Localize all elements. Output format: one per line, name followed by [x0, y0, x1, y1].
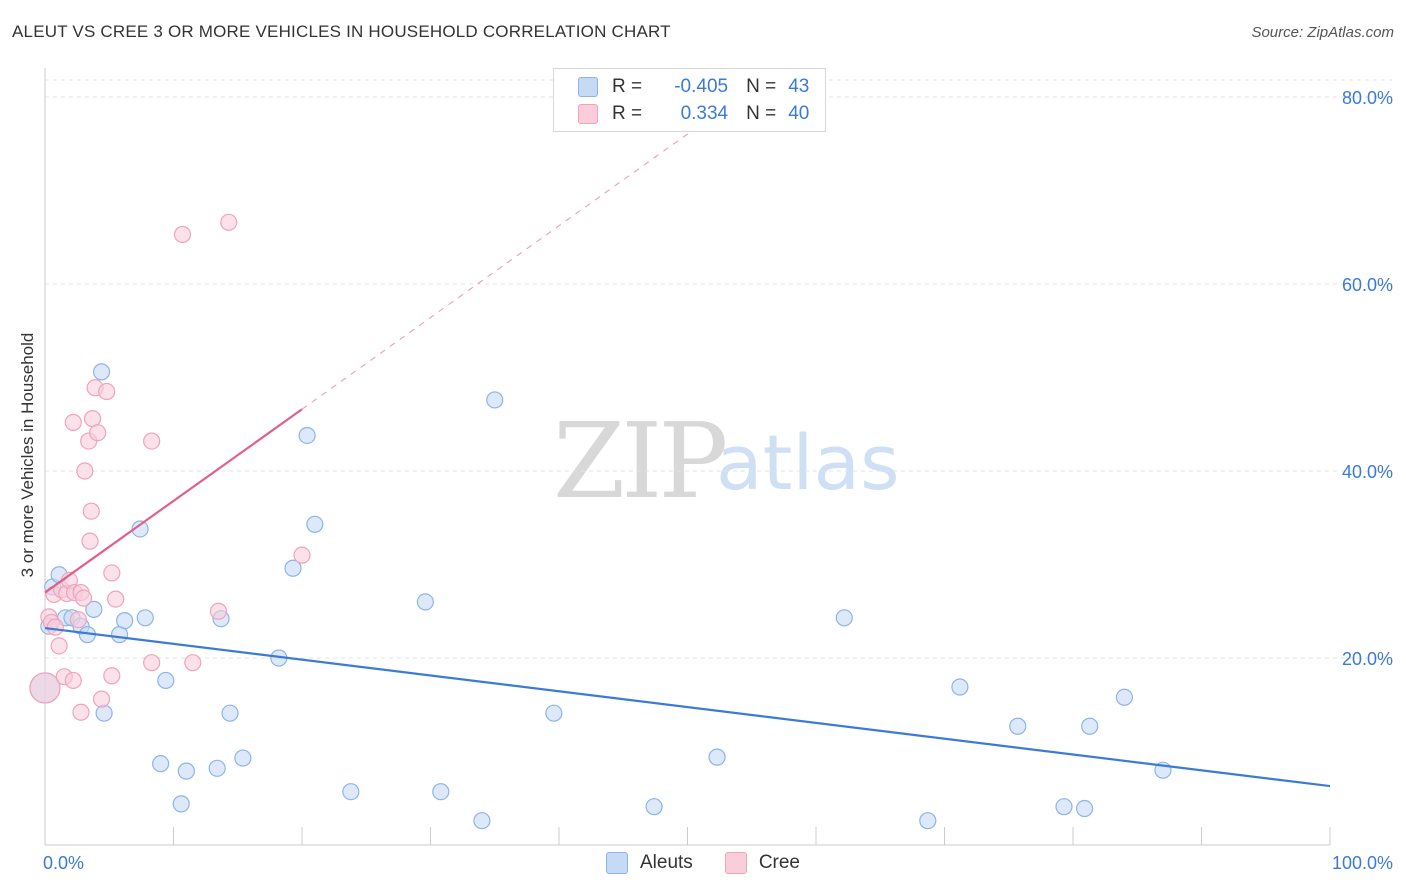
cree-legend-label: Cree: [758, 852, 800, 873]
aleuts-point: [1081, 717, 1099, 735]
aleuts-point: [835, 609, 853, 627]
aleuts-legend-label: Aleuts: [640, 852, 693, 873]
cree-point: [64, 413, 82, 431]
aleuts-trend-line: [44, 626, 1331, 788]
cree-point: [29, 672, 61, 704]
cree-point: [143, 654, 161, 672]
aleuts-point: [432, 783, 450, 801]
aleuts-point: [172, 795, 190, 813]
correlation-legend: R = -0.405 N = 43 R = 0.334 N = 40: [553, 68, 826, 132]
cree-point: [98, 382, 116, 401]
aleuts-point: [708, 748, 726, 766]
source-label: Source: ZipAtlas.com: [1251, 24, 1394, 41]
aleuts-point: [486, 391, 504, 409]
cree-point: [46, 618, 64, 636]
cree-swatch: [578, 104, 598, 124]
cree-point: [209, 602, 228, 620]
cree-point: [74, 589, 93, 607]
aleuts-point: [1055, 798, 1073, 816]
watermark-zip: ZIP: [553, 400, 728, 522]
aleuts-point: [919, 812, 937, 830]
legend-row-cree: R = 0.334 N = 40: [578, 101, 809, 127]
aleuts-point: [342, 783, 360, 801]
aleuts-point: [92, 363, 111, 381]
cree-point: [76, 462, 94, 480]
aleuts-point: [234, 749, 252, 767]
cree-point: [64, 671, 82, 690]
aleuts-swatch: [578, 77, 598, 97]
cree-point: [103, 667, 121, 685]
n-label: N =: [746, 103, 777, 124]
x-tick-label-max: 100.0%: [1332, 853, 1393, 873]
cree-point: [50, 637, 68, 655]
cree-point: [72, 703, 90, 721]
cree-r-value: 0.334: [680, 103, 729, 124]
aleuts-legend-swatch: [606, 852, 628, 874]
y-tick-label: 80.0%: [1342, 88, 1393, 108]
aleuts-point: [85, 600, 103, 618]
legend-row-aleuts: R = -0.405 N = 43: [578, 74, 809, 100]
cree-point: [82, 502, 100, 520]
cree-point: [89, 424, 107, 442]
aleuts-point: [473, 812, 491, 830]
cree-legend-swatch: [724, 852, 747, 874]
aleuts-point: [645, 798, 663, 816]
cree-point: [92, 690, 111, 708]
aleuts-point: [116, 611, 134, 630]
aleuts-point: [1115, 688, 1134, 706]
n-label: N =: [746, 76, 777, 97]
aleuts-point: [131, 520, 149, 538]
y-tick-label: 60.0%: [1342, 275, 1393, 295]
aleuts-point: [284, 559, 302, 577]
aleuts-n-value: 43: [788, 76, 810, 97]
cree-point: [69, 611, 88, 629]
series-legend: Aleuts Cree: [0, 852, 1406, 874]
legend-item-aleuts[interactable]: Aleuts: [606, 852, 693, 874]
cree-point: [293, 546, 311, 564]
cree-n-value: 40: [788, 103, 810, 124]
cree-point: [220, 213, 238, 231]
aleuts-point: [1009, 717, 1027, 735]
cree-point: [184, 654, 202, 672]
legend-item-cree[interactable]: Cree: [724, 852, 800, 874]
cree-point: [81, 532, 99, 550]
aleuts-point: [951, 678, 969, 696]
chart-title: ALEUT VS CREE 3 OR MORE VEHICLES IN HOUS…: [12, 22, 671, 41]
r-label: R =: [612, 76, 643, 97]
aleuts-point: [221, 704, 239, 722]
watermark-atlas: atlas: [716, 418, 900, 507]
aleuts-point: [157, 671, 175, 690]
aleuts-point: [306, 515, 324, 533]
cree-point: [107, 590, 125, 608]
aleuts-point: [177, 762, 195, 780]
aleuts-r-value: -0.405: [674, 76, 729, 97]
cree-point: [143, 432, 161, 450]
r-label: R =: [612, 103, 643, 124]
x-tick-label-min: 0.0%: [43, 853, 84, 873]
cree-point: [103, 564, 121, 582]
cree-trend-line: [44, 408, 303, 594]
aleuts-point: [416, 593, 434, 611]
cree-trend-extrapolation: [301, 115, 714, 410]
aleuts-point: [1075, 799, 1094, 818]
aleuts-point: [545, 704, 563, 722]
y-tick-label: 20.0%: [1342, 649, 1393, 669]
cree-point: [173, 225, 192, 244]
aleuts-point: [208, 759, 226, 777]
aleuts-point: [136, 609, 154, 627]
aleuts-point: [95, 704, 113, 722]
aleuts-point: [152, 755, 170, 773]
aleuts-point: [298, 426, 316, 445]
y-tick-label: 40.0%: [1342, 462, 1393, 482]
